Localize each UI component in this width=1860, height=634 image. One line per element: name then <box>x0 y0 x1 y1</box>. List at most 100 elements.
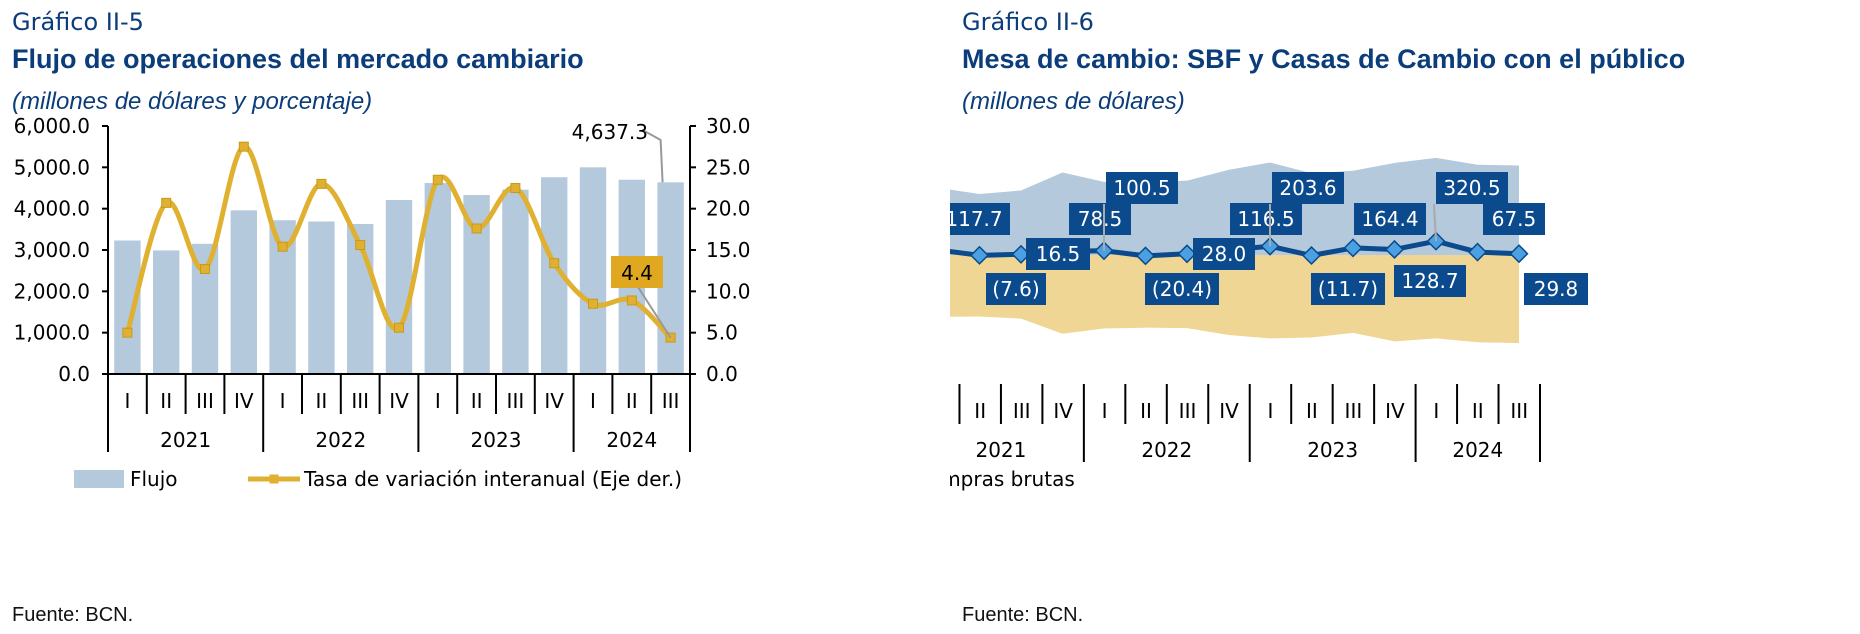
data-label-box <box>1272 172 1344 204</box>
data-label-box <box>611 256 663 288</box>
data-label-box <box>1524 273 1588 305</box>
data-label: 128.7 <box>1401 269 1458 293</box>
line-point <box>122 327 133 338</box>
data-label: 4.4 <box>621 261 653 285</box>
leader-line <box>1433 203 1437 242</box>
chart-panel-flujo: Gráfico II-5 Flujo de operaciones del me… <box>12 8 751 626</box>
legend-label-tasa: Tasa de variación interanual (Eje der.) <box>303 467 682 491</box>
figure-label: Gráfico II-6 <box>962 8 1094 36</box>
line-point <box>161 197 172 208</box>
x-tick-label: I <box>1102 399 1108 423</box>
line-point <box>355 240 366 251</box>
data-label: 320.5 <box>1443 176 1500 200</box>
data-label: 4,637.3 <box>572 120 648 144</box>
x-tick-label: IV <box>1053 399 1073 423</box>
data-label-box <box>986 273 1046 305</box>
y2-tick-label: 30.0 <box>706 114 751 138</box>
x-tick-label: II <box>471 389 483 413</box>
line-point <box>1177 244 1197 264</box>
line-point <box>588 298 598 309</box>
y-tick-label: 5,000.0 <box>14 155 90 179</box>
chart-panel-mesa-cambio: Gráfico II-6 Mesa de cambio: SBF y Casas… <box>950 0 1860 634</box>
x-group-label: 2024 <box>606 428 657 452</box>
x-tick-label: IV <box>1219 399 1239 423</box>
data-label: 16.5 <box>1036 242 1081 266</box>
x-tick-label: II <box>1306 399 1318 423</box>
x-tick-label: I <box>280 389 286 413</box>
y2-tick-label: 20.0 <box>706 197 751 221</box>
line-point <box>510 183 521 193</box>
y2-tick-label: 25.0 <box>706 155 751 179</box>
x-tick-label: III <box>1345 399 1363 423</box>
x-group-label: 2024 <box>1452 438 1503 462</box>
x-tick-label: I <box>1268 399 1274 423</box>
bar <box>385 199 413 374</box>
data-label-box <box>1311 273 1385 305</box>
figure-title: Flujo de operaciones del mercado cambiar… <box>12 44 584 74</box>
data-label-box <box>950 203 1010 235</box>
x-tick-label: IV <box>544 389 564 413</box>
y-tick-label: 2,000.0 <box>14 279 90 303</box>
data-label: 117.7 <box>950 207 1003 231</box>
x-tick-label: III <box>351 389 369 413</box>
figure-units: (millones de dólares) <box>962 88 1185 115</box>
line-point <box>626 295 637 306</box>
x-tick-label: IV <box>234 389 254 413</box>
data-label-box <box>1394 265 1466 297</box>
x-group-label: 2023 <box>1307 438 1358 462</box>
data-label: (11.7) <box>1318 277 1378 301</box>
bar <box>502 189 529 374</box>
x-tick-label: III <box>662 389 680 413</box>
data-label: 29.8 <box>1534 277 1579 301</box>
x-group-label: 2022 <box>1141 438 1192 462</box>
data-label: 28.0 <box>1202 242 1247 266</box>
leader-line <box>637 286 672 339</box>
chart-mesa-cambio-svg: 3,000.02,000.01,000.00.0(1,000.0)(2,000.… <box>950 157 1588 491</box>
legend-swatch-flujo <box>74 470 124 488</box>
line-point <box>238 141 249 152</box>
x-tick-label: III <box>1510 399 1528 423</box>
data-label: (7.6) <box>992 277 1039 301</box>
x-tick-label: IV <box>1385 399 1405 423</box>
data-label-box <box>1145 273 1219 305</box>
legend-label-flujo: Flujo <box>130 467 178 491</box>
y2-tick-label: 15.0 <box>706 238 751 262</box>
data-label-box <box>1026 238 1090 270</box>
data-label-box <box>1483 203 1545 235</box>
line-point <box>394 322 404 333</box>
data-label: 100.5 <box>1113 176 1170 200</box>
chart-flujo-svg: 6,000.0 5,000.0 4,000.0 3,000.0 2,000.0 1,000… <box>14 114 751 491</box>
x-tick-label: II <box>974 399 986 423</box>
data-label-box <box>1436 172 1508 204</box>
figure-source: Fuente: BCN. <box>12 604 134 626</box>
data-label-box <box>1069 203 1131 235</box>
y-tick-label: 4,000.0 <box>14 197 90 221</box>
x-tick-label: I <box>1433 399 1439 423</box>
x-tick-label: II <box>1472 399 1484 423</box>
data-label: 78.5 <box>1078 207 1123 231</box>
line-point <box>277 241 288 252</box>
line-point <box>1011 244 1031 264</box>
line-point <box>1135 246 1156 266</box>
line-point <box>1301 245 1322 266</box>
x-group-label: 2022 <box>315 428 366 452</box>
x-tick-label: III <box>1179 399 1197 423</box>
bar <box>308 221 335 374</box>
y2-tick-label: 10.0 <box>706 279 751 303</box>
line-point <box>432 174 443 185</box>
x-tick-label: III <box>507 389 525 413</box>
y-tick-label: 6,000.0 <box>14 114 90 138</box>
figure-label: Gráfico II-5 <box>12 8 144 36</box>
x-tick-label: I <box>124 389 130 413</box>
line-point <box>1343 238 1363 258</box>
x-group-label: 2021 <box>160 428 211 452</box>
data-label: 164.4 <box>1361 207 1418 231</box>
x-group-label: 2023 <box>471 428 522 452</box>
bar <box>114 240 141 374</box>
y-tick-label: 3,000.0 <box>14 238 90 262</box>
data-label: (20.4) <box>1152 277 1212 301</box>
data-label-box <box>1354 203 1426 235</box>
line-point <box>200 264 210 275</box>
x-tick-label: II <box>1140 399 1152 423</box>
y2-tick-label: 0.0 <box>706 362 738 386</box>
